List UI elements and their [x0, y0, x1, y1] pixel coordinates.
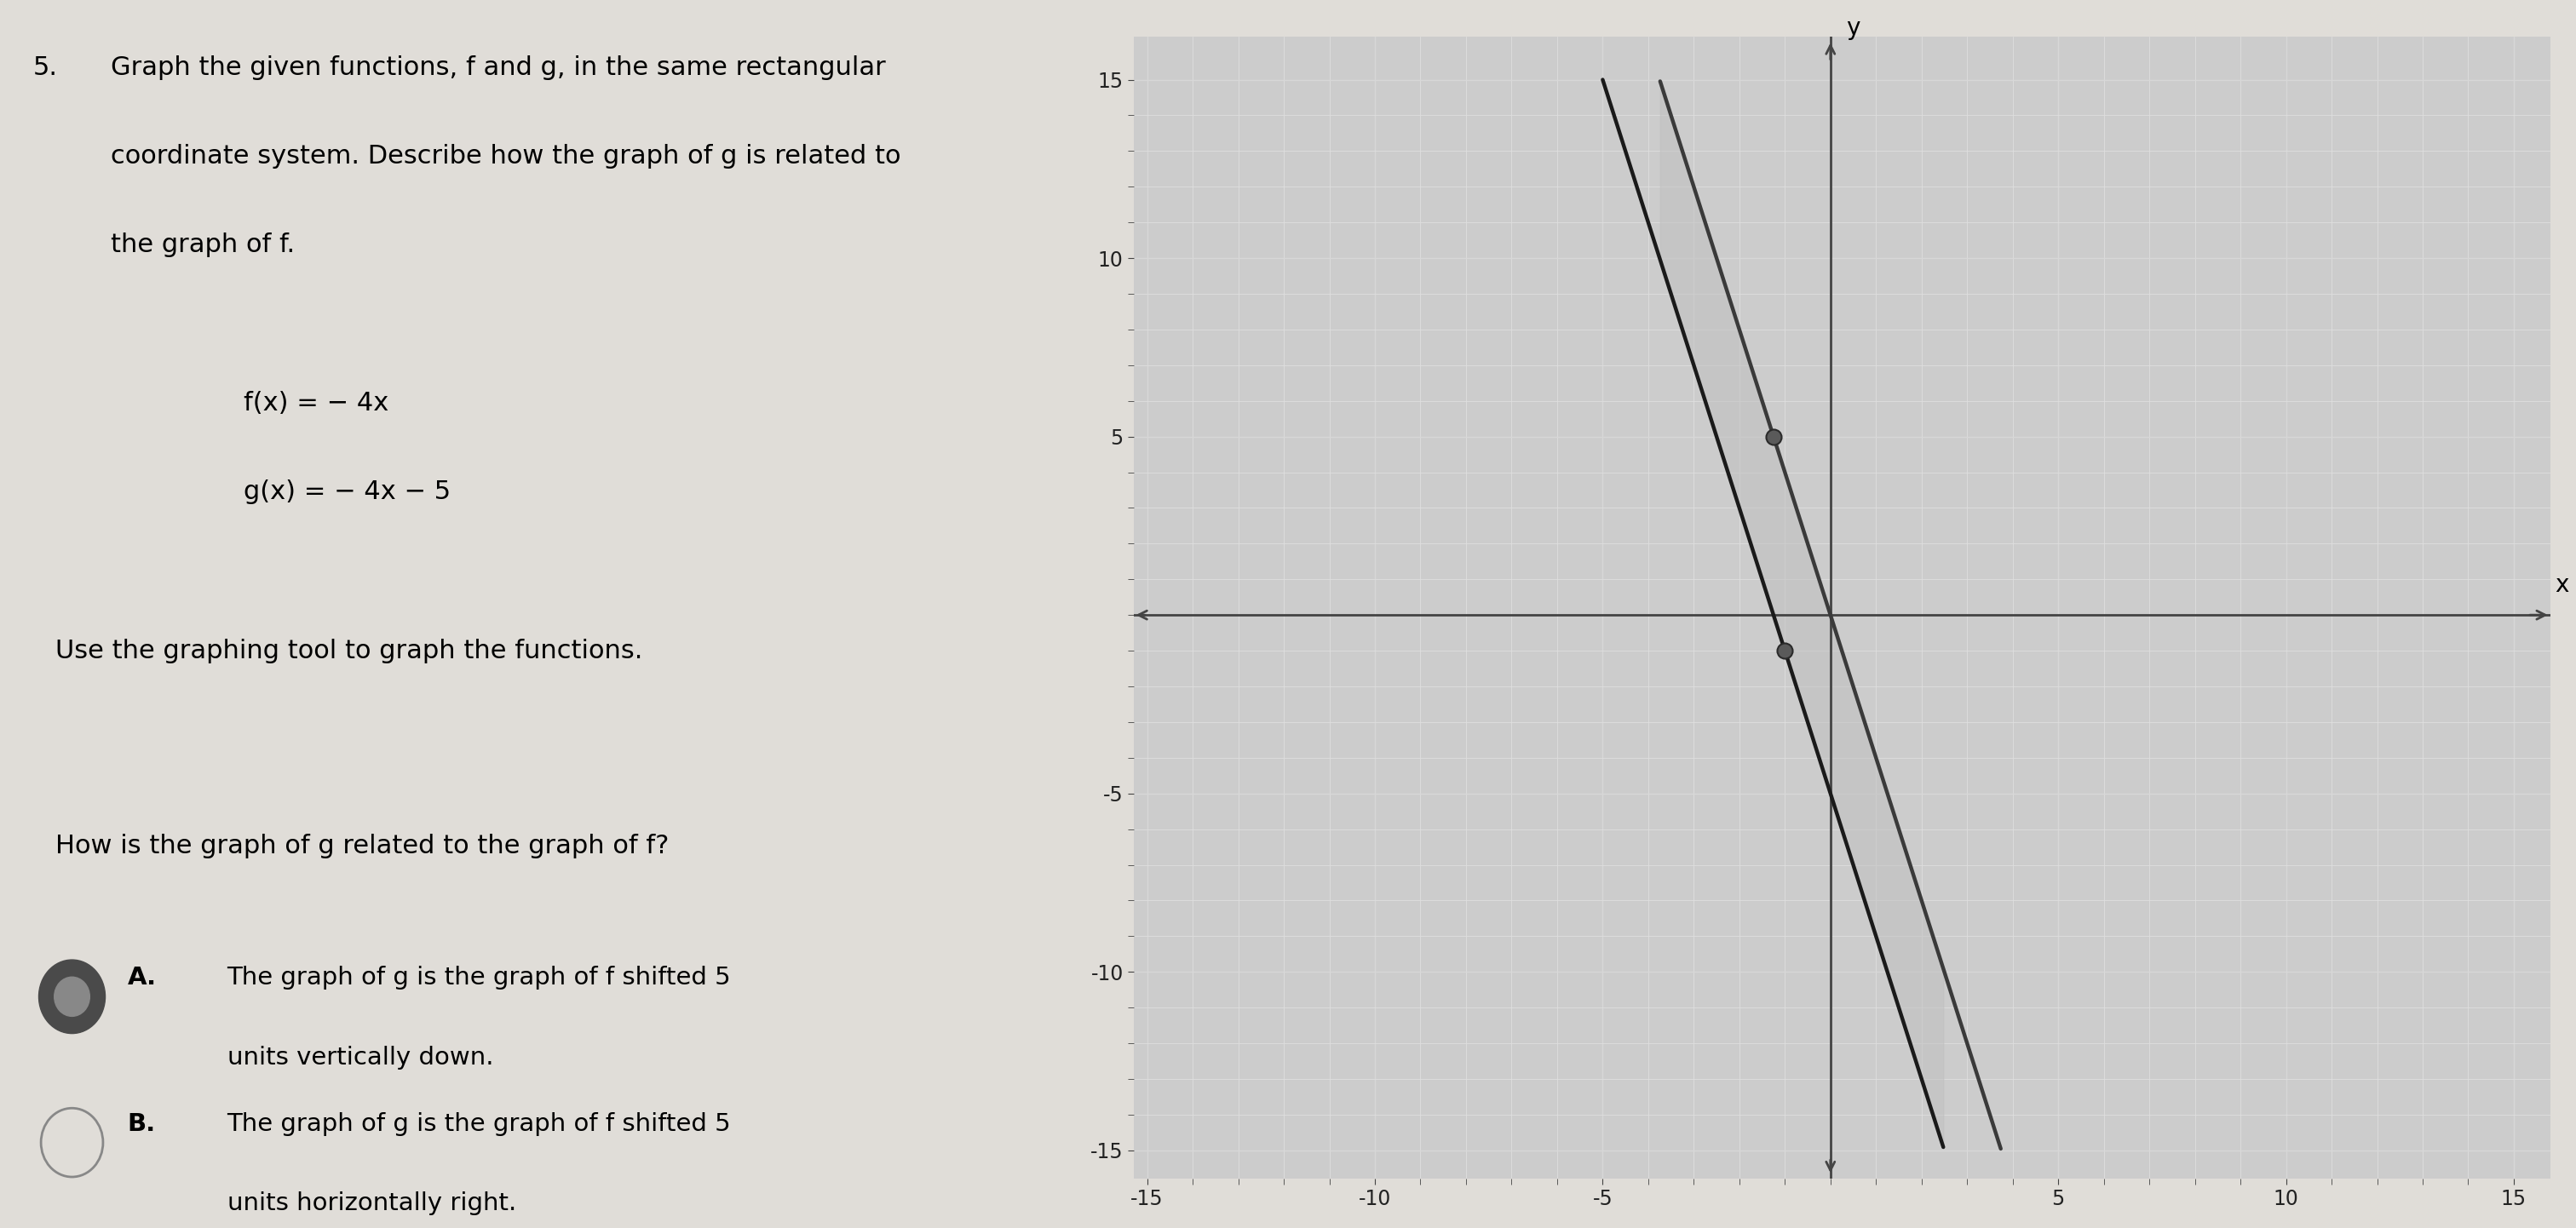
- Text: 5.: 5.: [33, 55, 57, 80]
- Text: the graph of f.: the graph of f.: [111, 232, 294, 257]
- Text: g(x) = − 4x − 5: g(x) = − 4x − 5: [245, 480, 451, 505]
- Text: x: x: [2555, 573, 2568, 597]
- Circle shape: [54, 977, 90, 1017]
- Circle shape: [39, 960, 106, 1034]
- Text: The graph of g is the graph of f shifted 5: The graph of g is the graph of f shifted…: [227, 1111, 732, 1136]
- Text: coordinate system. Describe how the graph of g is related to: coordinate system. Describe how the grap…: [111, 144, 902, 168]
- Text: f(x) = − 4x: f(x) = − 4x: [245, 392, 389, 416]
- Text: B.: B.: [126, 1111, 155, 1136]
- Text: units vertically down.: units vertically down.: [227, 1045, 492, 1070]
- Text: A.: A.: [126, 966, 157, 990]
- Text: How is the graph of g related to the graph of f?: How is the graph of g related to the gra…: [57, 834, 670, 858]
- Text: Graph the given functions, f and g, in the same rectangular: Graph the given functions, f and g, in t…: [111, 55, 886, 80]
- Text: y: y: [1847, 16, 1860, 41]
- Text: Use the graphing tool to graph the functions.: Use the graphing tool to graph the funct…: [57, 639, 641, 663]
- Text: The graph of g is the graph of f shifted 5: The graph of g is the graph of f shifted…: [227, 966, 732, 990]
- Text: units horizontally right.: units horizontally right.: [227, 1191, 515, 1216]
